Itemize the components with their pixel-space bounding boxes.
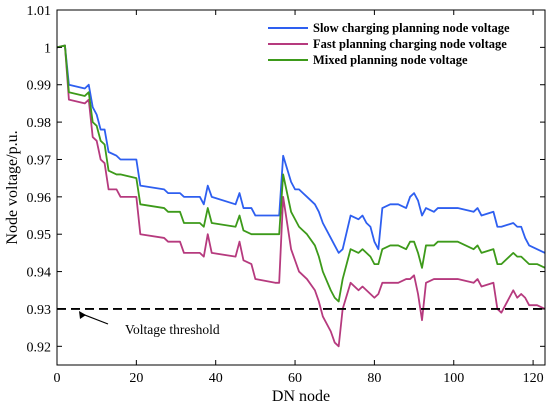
axes-layer: 0 20 40 60 80 100 120 0.92 0.93 0.94 0.95 0.96 0.97 0… [4,4,546,405]
x-tick-label: 0 [54,371,61,386]
x-tick-label: 80 [367,371,381,386]
series-line-1 [56,44,546,348]
x-tick-label: 40 [209,371,223,386]
y-tick-label: 0.94 [27,266,52,281]
x-tick-label: 100 [443,371,464,386]
legend: Slow charging planning node voltage Fast … [268,21,510,67]
y-tick-label: 0.98 [27,116,52,131]
x-tick-label: 120 [523,371,544,386]
annotation-arrow-head [79,310,86,319]
legend-label-1: Fast planning charging node voltage [313,37,507,51]
series-line-2 [56,44,546,303]
y-tick-label: 0.93 [27,303,52,318]
x-tick-label: 20 [129,371,143,386]
y-tick-label: 0.97 [27,153,52,168]
legend-label-2: Mixed planning node voltage [313,53,468,67]
y-tick-label: 0.95 [27,228,52,243]
series-layer [56,44,546,348]
y-tick-label: 1.01 [27,4,52,19]
annotation-layer: Voltage threshold [79,310,220,337]
y-tick-label: 0.92 [27,340,52,355]
series-line-0 [56,44,546,254]
y-tick-label: 0.96 [27,191,52,206]
legend-label-0: Slow charging planning node voltage [313,21,510,35]
x-tick-label: 60 [288,371,302,386]
y-axis-title: Node voltage/p.u. [4,130,21,244]
x-axis-title: DN node [272,388,330,405]
plot-frame [56,9,546,366]
threshold-annotation-label: Voltage threshold [125,322,220,337]
y-tick-label: 0.99 [27,79,52,94]
y-tick-label: 1 [44,41,51,56]
annotation-arrow-shaft [81,313,109,325]
